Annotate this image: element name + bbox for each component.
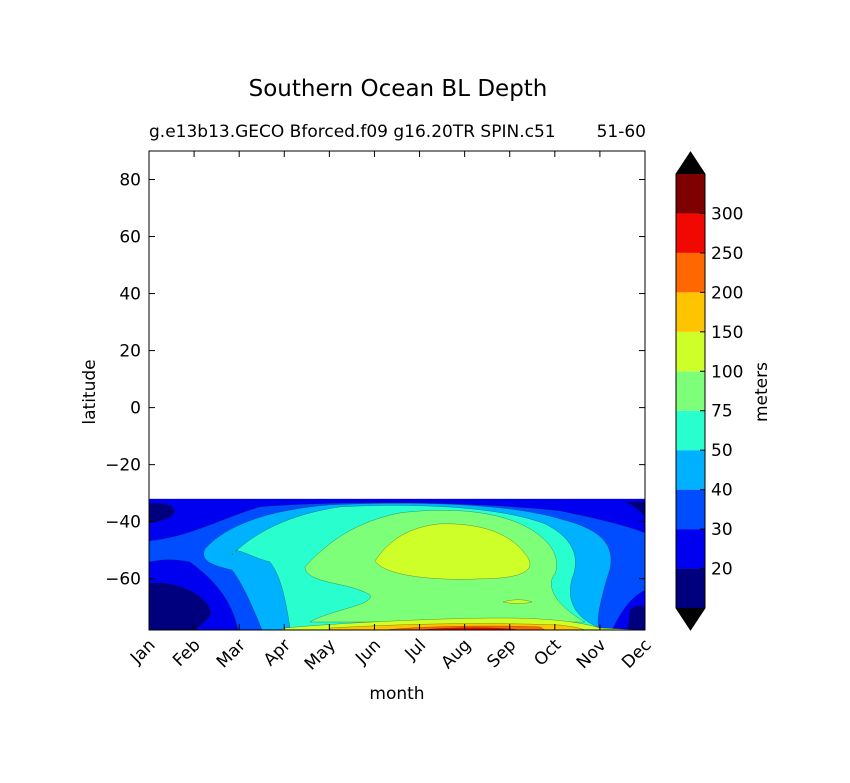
colorbar-segment [676,529,705,569]
x-tick-label: Sep [483,635,520,672]
x-tick-label: Jan [126,635,159,668]
plot-frame [148,150,646,631]
y-tick-label: 60 [119,228,141,248]
colorbar-segment [676,568,705,608]
y-tick-label: 20 [119,342,141,362]
colorbar-label: meters [752,362,772,422]
colorbar-segment [676,292,705,332]
y-tick-label: −40 [105,513,141,533]
colorbar-segment [676,489,705,530]
x-tick-label: Mar [213,635,250,672]
colorbar-segment [676,174,705,214]
colorbar-tick-label: 40 [711,481,733,501]
colorbar-tick-label: 250 [711,244,743,264]
y-tick-label: −60 [105,570,141,590]
contour-region-100-150 [502,599,533,604]
chart-title: Southern Ocean BL Depth [248,76,548,102]
colorbar-segment [676,213,705,253]
colorbar-segment [676,371,705,411]
x-tick-label: Aug [438,635,476,673]
colorbar-outline [675,151,706,631]
y-tick-label: 40 [119,285,141,305]
x-axis-label: month [369,684,424,704]
contour-region-100-150 [374,523,531,580]
chart-subtitle: g.e13b13.GECO Bforced.f09 g16.20TR SPIN.… [149,122,556,142]
y-tick-label: 0 [130,399,141,419]
y-axis-label: latitude [80,359,100,424]
colorbar-tick-label: 150 [711,323,743,343]
colorbar-segment [676,252,705,293]
x-tick-label: Nov [573,635,611,673]
colorbar-tick-label: 100 [711,362,743,382]
colorbar-tick-label: 200 [711,283,743,303]
x-tick-label: Jun [351,635,385,669]
x-tick-label: Apr [260,635,295,670]
x-tick-label: Oct [530,635,565,670]
y-tick-label: 80 [119,171,141,191]
x-tick-label: Jul [401,635,430,664]
colorbar-extend-low [676,608,705,630]
colorbar-segment [676,450,705,490]
x-tick-label: Dec [618,635,655,672]
x-tick-label: May [301,635,340,674]
colorbar-tick-label: 300 [711,204,743,224]
colorbar-extend-high [676,152,705,174]
colorbar-tick-label: 50 [711,441,733,461]
colorbar-tick-label: 20 [711,560,733,580]
contour-fill-layer [149,498,645,630]
colorbar-tick-label: 75 [711,402,733,422]
colorbar-segment [676,410,705,451]
chart-subtitle-period: 51-60 [596,122,646,142]
colorbar-tick-label: 30 [711,520,733,540]
y-tick-label: −20 [105,456,141,476]
x-tick-label: Feb [169,635,204,670]
colorbar: 20 30 40 50 75 100 150 200 250 300 [675,151,743,631]
contour-region-10-20 [149,503,175,524]
contour-region-10-20 [627,605,645,630]
contour-region-10-20 [624,501,645,518]
colorbar-segment [676,331,705,372]
